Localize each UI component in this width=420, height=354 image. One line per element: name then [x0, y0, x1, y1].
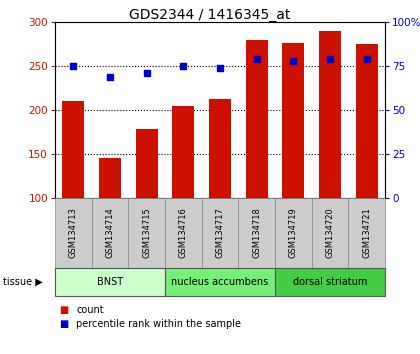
- Bar: [99, 158, 121, 198]
- Point: [107, 74, 113, 79]
- Point: [363, 56, 370, 62]
- Point: [143, 70, 150, 76]
- Text: nucleus accumbens: nucleus accumbens: [171, 277, 269, 287]
- Text: GSM134720: GSM134720: [326, 208, 334, 258]
- Bar: [246, 40, 268, 198]
- Bar: [356, 44, 378, 198]
- Point: [327, 56, 333, 62]
- Point: [70, 63, 77, 69]
- Bar: [209, 98, 231, 198]
- Text: BNST: BNST: [97, 277, 123, 287]
- Point: [290, 58, 297, 64]
- Bar: [282, 43, 304, 198]
- Text: GSM134718: GSM134718: [252, 207, 261, 258]
- Point: [217, 65, 223, 70]
- Text: percentile rank within the sample: percentile rank within the sample: [76, 319, 241, 329]
- Bar: [136, 129, 158, 198]
- Text: count: count: [76, 305, 104, 315]
- Text: GSM134716: GSM134716: [179, 207, 188, 258]
- Bar: [62, 101, 84, 198]
- Text: GSM134719: GSM134719: [289, 208, 298, 258]
- Text: ■: ■: [59, 319, 68, 329]
- Bar: [172, 105, 194, 198]
- Text: ■: ■: [59, 305, 68, 315]
- Text: GSM134713: GSM134713: [69, 207, 78, 258]
- Text: dorsal striatum: dorsal striatum: [293, 277, 367, 287]
- Point: [253, 56, 260, 62]
- Text: GSM134715: GSM134715: [142, 208, 151, 258]
- Text: GSM134714: GSM134714: [105, 208, 115, 258]
- Text: GSM134717: GSM134717: [215, 207, 225, 258]
- Text: tissue ▶: tissue ▶: [3, 277, 43, 287]
- Bar: [319, 31, 341, 198]
- Text: GSM134721: GSM134721: [362, 208, 371, 258]
- Point: [180, 63, 187, 69]
- Text: GDS2344 / 1416345_at: GDS2344 / 1416345_at: [129, 8, 291, 22]
